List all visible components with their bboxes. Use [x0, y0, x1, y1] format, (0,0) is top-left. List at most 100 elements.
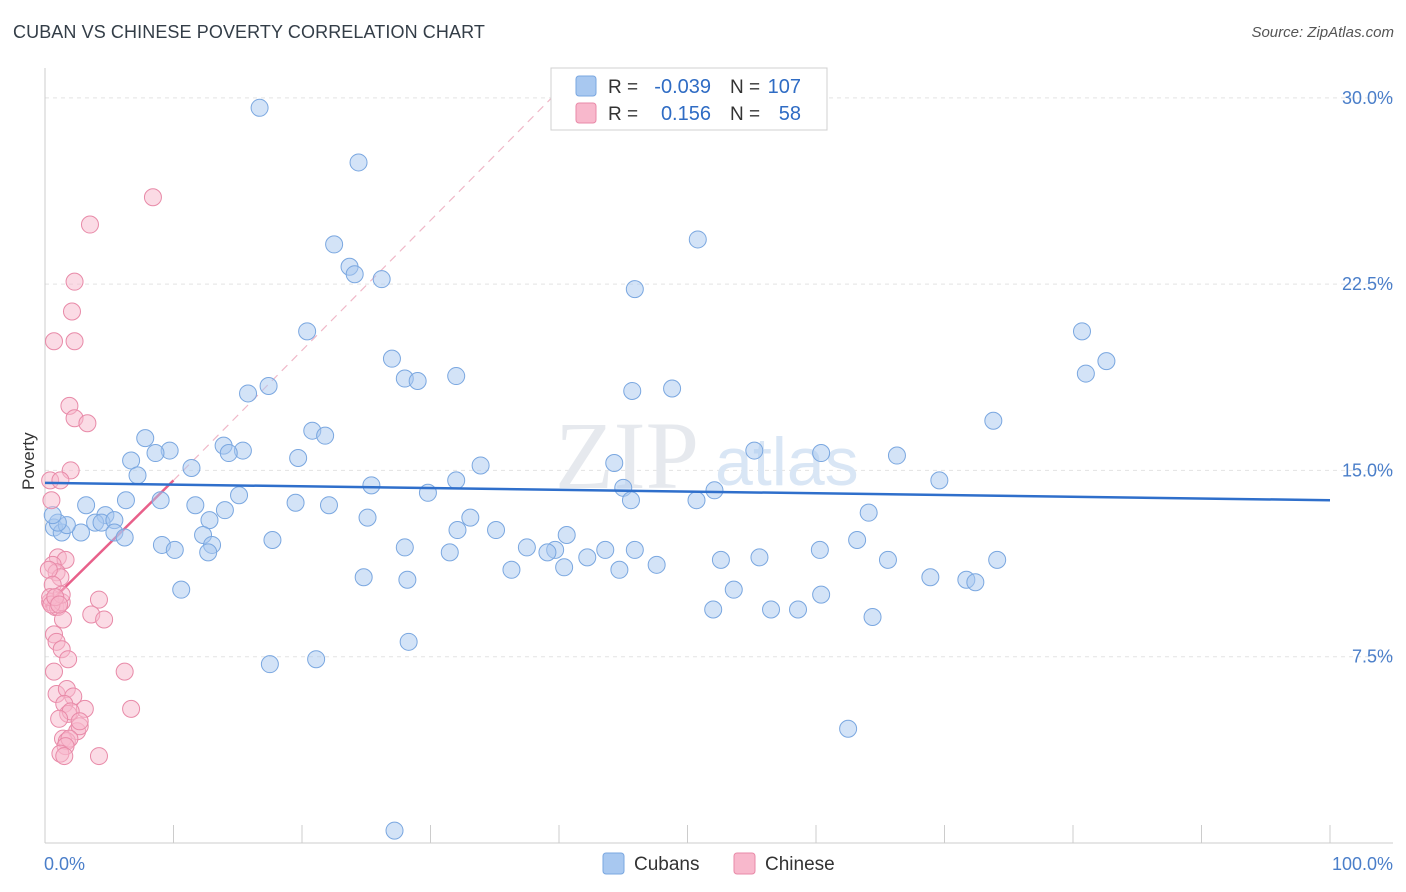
cubans-point: [762, 600, 781, 619]
cubans-point: [688, 230, 707, 249]
chinese-point: [50, 595, 69, 614]
cubans-point: [146, 444, 165, 463]
cubans-point: [219, 444, 238, 463]
stats-legend: R = -0.039 N = 107 R = 0.156 N = 58: [550, 67, 828, 131]
legend-r-label: R =: [608, 104, 638, 125]
cubans-point: [687, 491, 706, 510]
cubans-point: [398, 570, 417, 589]
cubans-point: [647, 555, 666, 574]
cubans-point: [382, 349, 401, 368]
cubans-point: [354, 568, 373, 587]
chinese-point: [59, 650, 78, 669]
cubans-point: [557, 526, 576, 545]
cubans-point: [316, 426, 335, 445]
cubans-point: [325, 235, 344, 254]
cubans-point: [625, 540, 644, 559]
cubans-point: [408, 372, 427, 391]
chinese-point: [143, 188, 162, 207]
chinese-point: [70, 712, 89, 731]
cubans-point: [517, 538, 536, 557]
cubans-point: [859, 503, 878, 522]
cubans-point: [239, 384, 258, 403]
cubans-point: [663, 379, 682, 398]
cubans-point: [349, 153, 368, 172]
cubans-point: [863, 607, 882, 626]
chinese-point: [65, 272, 84, 291]
chinese-point: [51, 471, 70, 490]
cubans-trend-line: [44, 481, 1331, 502]
chinese-point: [62, 302, 81, 321]
x-tick-label-min: 0.0%: [44, 854, 85, 874]
legend-n-value: 107: [768, 76, 801, 98]
legend-label-chinese: Chinese: [765, 854, 835, 875]
cubans-trend: [44, 481, 1331, 502]
cubans-point: [848, 530, 867, 549]
cubans-point: [298, 322, 317, 341]
chinese-point: [44, 662, 63, 681]
cubans-point: [984, 411, 1003, 430]
cubans-point: [289, 449, 308, 468]
legend-n-label: N =: [730, 104, 760, 125]
cubans-point: [151, 491, 170, 510]
legend-label-cubans: Cubans: [634, 854, 700, 875]
cubans-point: [165, 540, 184, 559]
cubans-point: [319, 496, 338, 515]
cubans-point: [362, 476, 381, 495]
cubans-point: [625, 280, 644, 299]
cubans-point: [399, 632, 418, 651]
cubans-point: [596, 540, 615, 559]
cubans-point: [966, 573, 985, 592]
legend-r-label: R =: [608, 77, 638, 98]
cubans-point: [745, 441, 764, 460]
chinese-point: [65, 332, 84, 351]
cubans-point: [921, 568, 940, 587]
cubans-point: [136, 429, 155, 448]
cubans-point: [77, 496, 96, 515]
legend-n-value: 58: [779, 103, 801, 125]
cubans-point: [395, 538, 414, 557]
legend-swatch-cubans: [575, 75, 597, 97]
cubans-point: [250, 98, 269, 117]
cubans-point: [789, 600, 808, 619]
stats-legend-box: [550, 67, 828, 131]
cubans-point: [930, 471, 949, 490]
legend-swatch-chinese: [575, 102, 597, 124]
cubans-point: [812, 585, 831, 604]
x-tick-label-max: 100.0%: [1332, 854, 1393, 874]
cubans-point: [555, 558, 574, 577]
cubans-point: [230, 486, 249, 505]
source-label: Source: ZipAtlas.com: [1251, 24, 1394, 41]
chinese-point: [44, 332, 63, 351]
y-tick-label: 22.5%: [1342, 274, 1393, 294]
legend-r-value: -0.039: [654, 76, 711, 98]
watermark-atlas: atlas: [715, 424, 859, 500]
chinese-point: [78, 414, 97, 433]
legend-swatch-chinese: [733, 852, 756, 875]
cubans-point: [878, 550, 897, 569]
cubans-point: [128, 466, 147, 485]
series-legend: Cubans Chinese: [602, 852, 835, 875]
cubans-point: [115, 528, 134, 547]
cubans-point: [172, 580, 191, 599]
y-tick-label: 30.0%: [1342, 88, 1393, 108]
cubans-point: [623, 381, 642, 400]
chinese-point: [42, 491, 61, 510]
cubans-point: [724, 580, 743, 599]
cubans-point: [345, 265, 364, 284]
chinese-point: [53, 610, 72, 629]
cubans-point: [448, 521, 467, 540]
cubans-point: [215, 501, 234, 520]
cubans-point: [286, 493, 305, 512]
cubans-point: [704, 600, 723, 619]
x-tick-labels: 0.0% 100.0%: [44, 854, 1393, 874]
cubans-point: [887, 446, 906, 465]
legend-swatch-cubans: [602, 852, 625, 875]
cubans-point: [750, 548, 769, 567]
chinese-point: [50, 709, 69, 728]
chinese-point: [89, 747, 108, 766]
cubans-point: [988, 550, 1007, 569]
cubans-point: [43, 506, 62, 525]
chinese-point: [39, 560, 58, 579]
cubans-point: [182, 458, 201, 477]
